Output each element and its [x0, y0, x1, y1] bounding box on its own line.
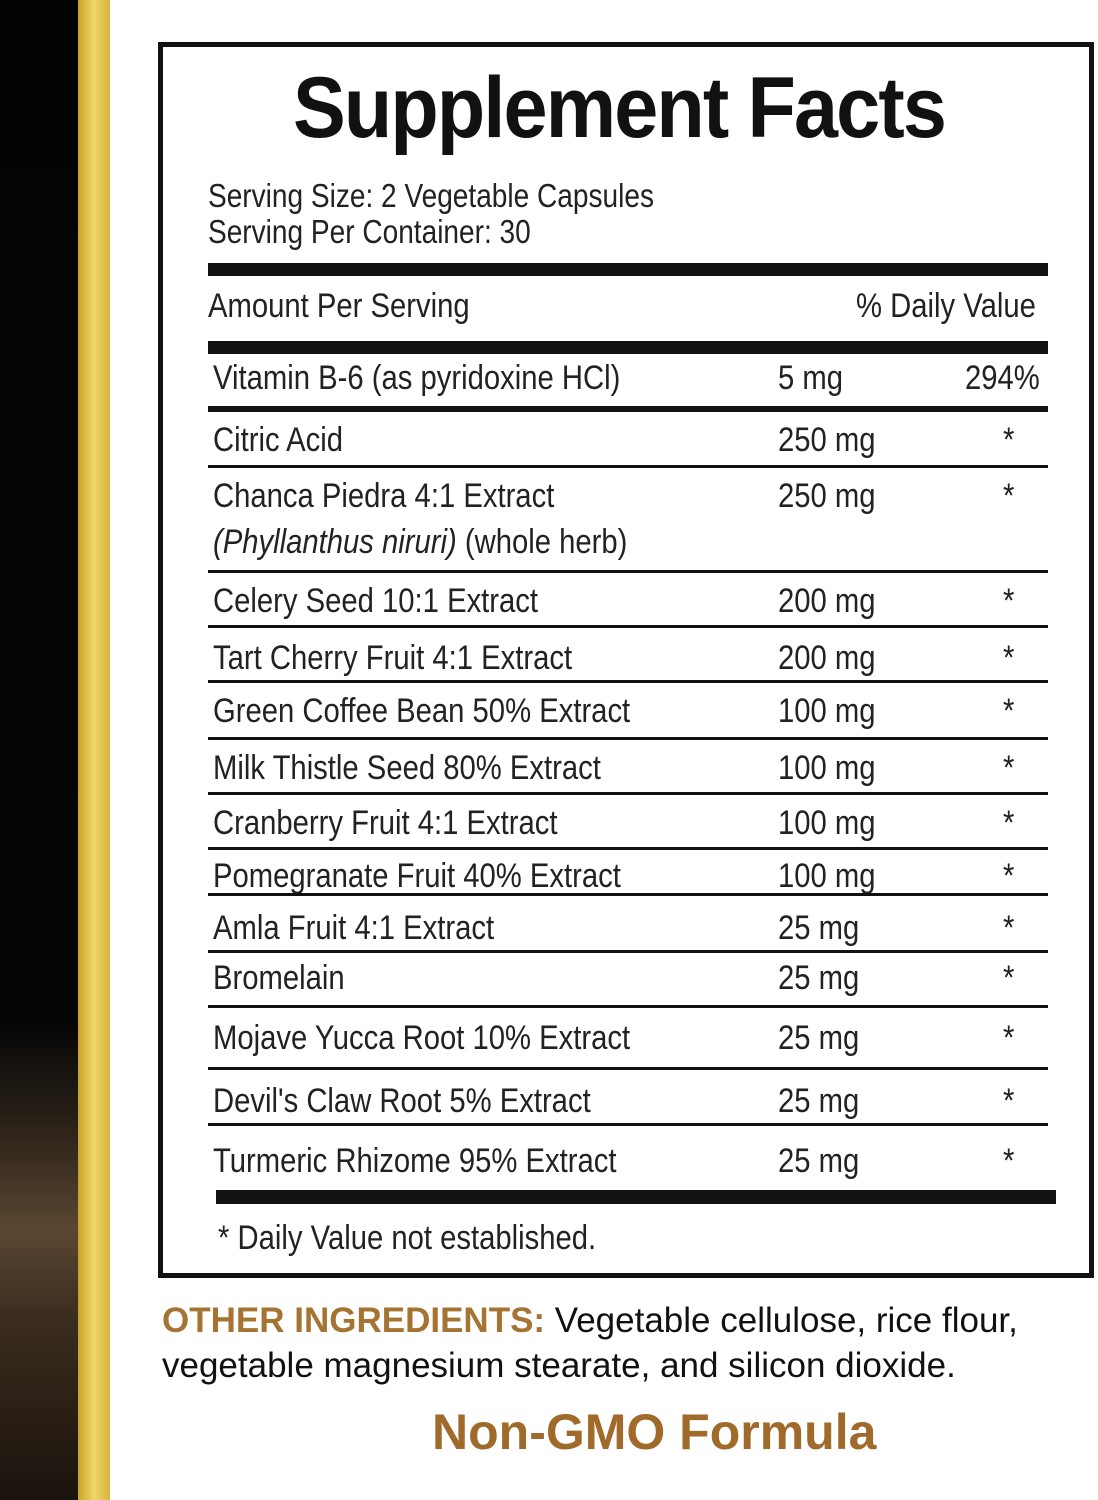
- latin-name: (Phyllanthus niruri): [213, 523, 457, 561]
- row-divider: [208, 406, 1048, 412]
- decorative-gold-strip: [78, 0, 110, 1500]
- ingredient-name: Vitamin B-6 (as pyridoxine HCl): [213, 359, 621, 397]
- ingredient-name: Bromelain: [213, 959, 345, 997]
- ingredient-name: Chanca Piedra 4:1 Extract: [213, 477, 555, 515]
- row-divider: [208, 950, 1048, 953]
- other-ingredients-label: OTHER INGREDIENTS:: [162, 1301, 546, 1340]
- ingredient-dv: *: [1003, 1142, 1015, 1180]
- row-divider: [208, 847, 1048, 850]
- ingredient-name: Celery Seed 10:1 Extract: [213, 582, 539, 620]
- ingredient-dv: *: [1003, 582, 1015, 620]
- other-ingredients-text: Vegetable cellulose, rice flour, vegetab…: [162, 1301, 1018, 1385]
- ingredient-name: Amla Fruit 4:1 Extract: [213, 909, 495, 947]
- ingredient-amount: 25 mg: [778, 909, 860, 947]
- ingredient-name: Mojave Yucca Root 10% Extract: [213, 1019, 631, 1057]
- ingredient-dv: *: [1003, 1019, 1015, 1057]
- ingredient-dv: *: [1003, 749, 1015, 787]
- ingredient-name: Green Coffee Bean 50% Extract: [213, 692, 631, 730]
- footnote-text: * Daily Value not established.: [218, 1219, 597, 1257]
- ingredient-dv: *: [1003, 909, 1015, 947]
- ingredient-dv: *: [1003, 421, 1015, 459]
- divider-thick: [208, 263, 1048, 276]
- ingredient-dv: *: [1003, 1082, 1015, 1120]
- row-divider: [208, 893, 1048, 896]
- ingredient-dv: *: [1003, 639, 1015, 677]
- row-divider: [208, 737, 1048, 740]
- ingredient-name: Turmeric Rhizome 95% Extract: [213, 1142, 617, 1180]
- plant-part: (whole herb): [456, 523, 628, 561]
- ingredient-name: Milk Thistle Seed 80% Extract: [213, 749, 601, 787]
- other-ingredients: OTHER INGREDIENTS: Vegetable cellulose, …: [162, 1298, 1098, 1388]
- divider-thick: [208, 341, 1048, 354]
- ingredient-amount: 100 mg: [778, 857, 876, 895]
- ingredient-amount: 25 mg: [778, 1082, 860, 1120]
- row-divider: [208, 1005, 1048, 1008]
- ingredient-amount: 25 mg: [778, 959, 860, 997]
- row-divider: [208, 465, 1048, 468]
- ingredient-name: Cranberry Fruit 4:1 Extract: [213, 804, 558, 842]
- row-divider: [208, 1067, 1048, 1070]
- ingredient-dv: *: [1003, 959, 1015, 997]
- ingredient-name: Tart Cherry Fruit 4:1 Extract: [213, 639, 573, 677]
- ingredient-amount: 250 mg: [778, 421, 876, 459]
- ingredient-amount: 200 mg: [778, 639, 876, 677]
- ingredient-amount: 200 mg: [778, 582, 876, 620]
- decorative-dark-strip: [0, 0, 78, 1500]
- ingredient-amount: 25 mg: [778, 1019, 860, 1057]
- ingredient-amount: 100 mg: [778, 692, 876, 730]
- ingredient-dv: *: [1003, 804, 1015, 842]
- non-gmo-badge: Non-GMO Formula: [432, 1404, 877, 1460]
- ingredient-name: Devil's Claw Root 5% Extract: [213, 1082, 591, 1120]
- row-divider: [208, 570, 1048, 573]
- servings-per-container: Serving Per Container: 30: [208, 213, 531, 250]
- row-divider: [208, 1123, 1048, 1126]
- serving-size: Serving Size: 2 Vegetable Capsules: [208, 177, 654, 214]
- ingredient-dv: 294%: [965, 359, 1040, 397]
- row-divider: [208, 680, 1048, 683]
- row-divider: [208, 625, 1048, 628]
- ingredient-dv: *: [1003, 477, 1015, 515]
- ingredient-subname: (Phyllanthus niruri) (whole herb): [213, 523, 627, 562]
- ingredient-amount: 5 mg: [778, 359, 844, 397]
- divider-thick: [216, 1190, 1056, 1204]
- panel-title: Supplement Facts: [293, 60, 947, 156]
- supplement-facts-panel: Supplement Facts Serving Size: 2 Vegetab…: [158, 42, 1094, 1278]
- ingredient-amount: 100 mg: [778, 749, 876, 787]
- dv-header: % Daily Value: [856, 287, 1036, 325]
- ingredient-amount: 100 mg: [778, 804, 876, 842]
- ingredient-amount: 250 mg: [778, 477, 876, 515]
- ingredient-name: Citric Acid: [213, 421, 343, 459]
- ingredient-amount: 25 mg: [778, 1142, 860, 1180]
- amount-header: Amount Per Serving: [208, 287, 470, 325]
- ingredient-name: Pomegranate Fruit 40% Extract: [213, 857, 621, 895]
- row-divider: [208, 792, 1048, 795]
- ingredient-dv: *: [1003, 692, 1015, 730]
- ingredient-dv: *: [1003, 857, 1015, 895]
